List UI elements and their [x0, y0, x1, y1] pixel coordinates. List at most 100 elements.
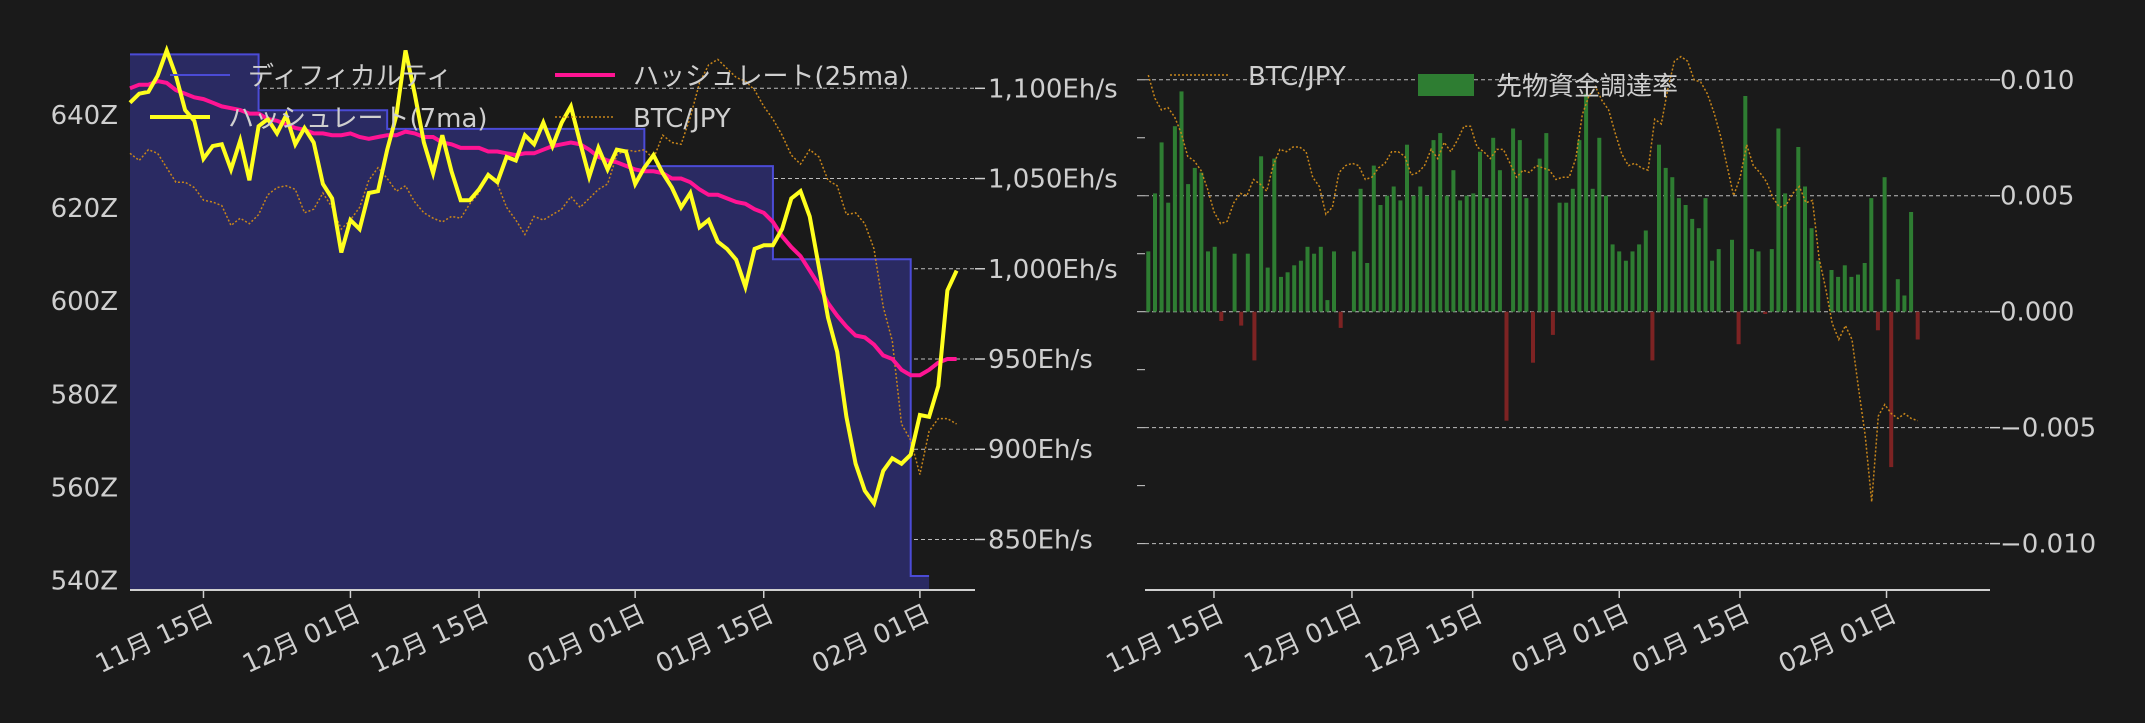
x-tick-label-right: 12月 01日	[1240, 599, 1367, 680]
funding-bar	[1398, 200, 1403, 312]
funding-bar	[1431, 140, 1436, 312]
funding-bar	[1186, 184, 1191, 312]
funding-bar	[1305, 246, 1310, 312]
funding-bar	[1391, 186, 1396, 312]
difficulty-area	[130, 53, 930, 591]
funding-bar	[1511, 128, 1516, 312]
funding-bar	[1590, 188, 1595, 312]
funding-bar	[1332, 251, 1336, 312]
hashrate-7ma-series	[128, 44, 959, 508]
right-y-tick-label: 950Eh/s	[988, 345, 1093, 375]
funding-bar	[1212, 246, 1217, 312]
funding-bar	[1836, 276, 1841, 312]
difficulty-fill	[130, 54, 930, 591]
funding-bar	[1292, 265, 1297, 312]
funding-bar	[1915, 311, 1920, 340]
funding-bar	[1856, 274, 1860, 312]
funding-bar	[1444, 195, 1449, 312]
funding-bar	[1245, 253, 1250, 312]
legend-label-difficulty: ディフィカルティ	[248, 62, 452, 92]
funding-bar	[1816, 260, 1821, 312]
legend-label-hash25: ハッシュレート(25ma)	[633, 62, 909, 92]
funding-bar	[1544, 133, 1549, 312]
right-y-tick-label: 1,100Eh/s	[988, 74, 1118, 104]
funding-bar	[1524, 198, 1529, 312]
funding-bar	[1650, 311, 1655, 361]
funding-bar	[1663, 167, 1668, 312]
funding-bar	[1743, 96, 1748, 312]
funding-bar	[1703, 198, 1708, 312]
funding-bar	[1696, 228, 1701, 312]
funding-bar	[1192, 167, 1197, 312]
x-tick-label: 01月 01日	[523, 599, 650, 680]
funding-bar	[1166, 202, 1171, 312]
funding-bar	[1471, 193, 1476, 312]
funding-bar	[1862, 263, 1867, 312]
right-y-tick-label: 900Eh/s	[988, 435, 1093, 465]
right-chart-y-tick-label: 0.010	[2000, 66, 2074, 96]
funding-bar	[1604, 195, 1608, 312]
funding-bar	[1325, 300, 1330, 312]
funding-bar	[1418, 186, 1423, 312]
btc-series-left	[129, 58, 957, 475]
left-y-tick-label: 540Z	[51, 567, 118, 597]
funding-bar	[1657, 144, 1661, 312]
funding-bar	[1842, 265, 1847, 312]
left-y-tick-label: 620Z	[51, 194, 118, 224]
x-tick-label-right: 01月 15日	[1628, 599, 1755, 680]
right-y-tick-label: 1,050Eh/s	[988, 165, 1118, 195]
funding-bar	[1763, 311, 1768, 314]
funding-bar	[1849, 276, 1854, 312]
funding-bar	[1265, 267, 1270, 312]
funding-bar	[1232, 253, 1237, 312]
right-y-tick-label: 1,000Eh/s	[988, 255, 1118, 285]
funding-bar	[1285, 272, 1290, 312]
funding-bar	[1676, 198, 1681, 312]
funding-bar	[1338, 311, 1343, 328]
funding-bar	[1279, 276, 1283, 312]
right-chart-y-tick-label: 0.000	[2000, 298, 2074, 328]
funding-bar	[1550, 311, 1555, 335]
funding-bar	[1172, 126, 1177, 312]
funding-bar	[1882, 177, 1887, 312]
funding-bar	[1710, 260, 1715, 312]
btc-line-right	[1147, 55, 1918, 502]
funding-bar	[1365, 263, 1370, 312]
funding-bar	[1146, 251, 1151, 312]
funding-bar	[1829, 270, 1834, 312]
funding-bar	[1531, 311, 1535, 363]
funding-bar	[1809, 228, 1814, 312]
right-grid	[1145, 79, 1990, 545]
funding-bar	[1617, 251, 1622, 312]
funding-bar	[1783, 193, 1788, 312]
btc-series-right	[1147, 55, 1918, 502]
funding-bar	[1537, 158, 1542, 312]
funding-bar	[1577, 140, 1582, 312]
funding-bar	[1637, 244, 1642, 312]
funding-bar	[1318, 246, 1323, 312]
funding-bar	[1736, 311, 1741, 345]
funding-bar	[1756, 251, 1761, 312]
funding-bar	[1351, 251, 1356, 312]
x-tick-label-right: 11月 15日	[1102, 599, 1229, 680]
legend-swatch-funding	[1418, 74, 1474, 96]
funding-bar	[1730, 239, 1734, 312]
funding-bar	[1159, 142, 1164, 312]
funding-bar	[1683, 205, 1688, 312]
x-tick-label: 01月 15日	[651, 599, 778, 680]
funding-bar	[1776, 128, 1781, 312]
funding-bar	[1504, 311, 1509, 421]
left-y-tick-label: 560Z	[51, 474, 118, 504]
left-y-tick-label: 580Z	[51, 380, 118, 410]
funding-bar	[1803, 186, 1807, 312]
right-legend: BTC/JPY 先物資金調達率	[1170, 62, 1678, 102]
right-chart-y-tick-label: −0.010	[2000, 530, 2096, 560]
left-y-tick-label: 640Z	[51, 101, 118, 131]
funding-bar	[1796, 147, 1801, 312]
right-chart-y-tick-label: −0.005	[2000, 414, 2096, 444]
funding-bar	[1630, 251, 1635, 312]
funding-bar	[1206, 251, 1210, 312]
funding-bar	[1464, 195, 1469, 312]
funding-bar	[1358, 188, 1363, 312]
